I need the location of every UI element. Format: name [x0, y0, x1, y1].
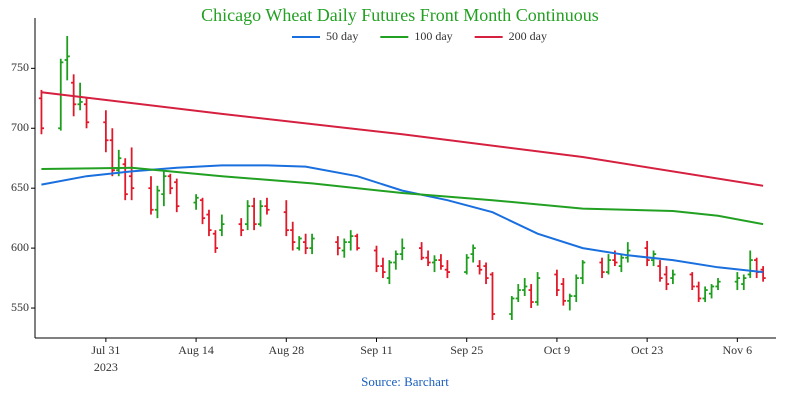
x-tick-label: Nov 6: [723, 343, 753, 357]
moving-average-line: [41, 164, 764, 274]
x-tick-label: Jul 31: [91, 343, 120, 357]
y-tick-label: 700: [11, 120, 29, 134]
y-tick-label: 650: [11, 180, 29, 194]
source: Source: Barchart: [361, 374, 449, 389]
x-year-label: 2023: [94, 360, 118, 374]
legend-label: 200 day: [509, 29, 547, 43]
y-tick-label: 750: [11, 60, 29, 74]
y-tick-label: 550: [11, 300, 29, 314]
x-tick-label: Aug 14: [178, 343, 214, 357]
y-tick-label: 600: [11, 240, 29, 254]
chart-title: Chicago Wheat Daily Futures Front Month …: [201, 5, 599, 25]
x-tick-label: Aug 28: [268, 343, 304, 357]
moving-average-line: [41, 166, 764, 226]
moving-average-line: [41, 91, 764, 187]
legend-label: 50 day: [326, 29, 358, 43]
x-tick-label: Oct 23: [631, 343, 663, 357]
legend-label: 100 day: [414, 29, 452, 43]
x-tick-label: Oct 9: [544, 343, 570, 357]
x-tick-label: Sep 25: [450, 343, 483, 357]
x-tick-label: Sep 11: [360, 343, 393, 357]
